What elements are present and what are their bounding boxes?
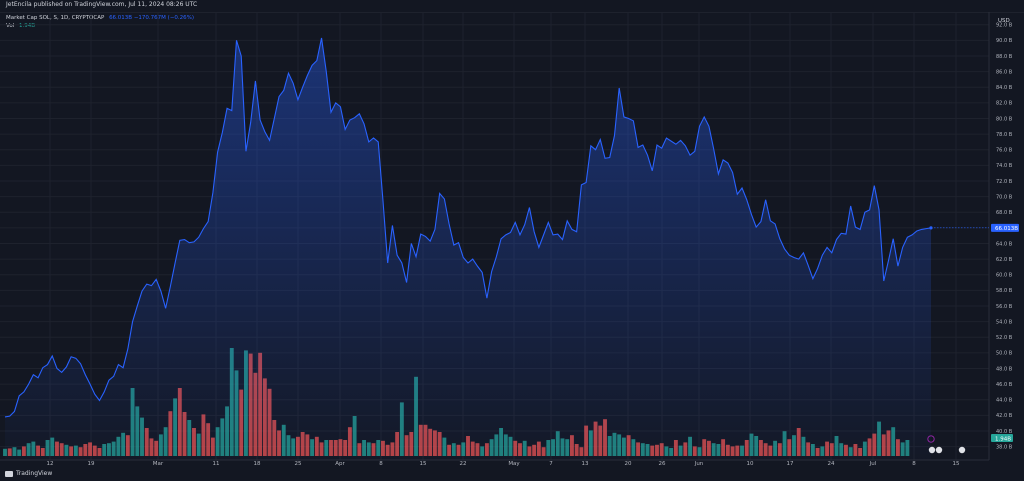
time-tick-label: 12 bbox=[47, 461, 54, 467]
time-tick-label: Apr bbox=[335, 461, 345, 467]
economic-event-icon[interactable] bbox=[928, 446, 936, 454]
price-axis[interactable]: 38.0 B 40.0 B 42.0 B 44.0 B 46.0 B 48.0 B 50.0… bbox=[996, 23, 1013, 451]
currency-label: USD bbox=[998, 18, 1010, 24]
time-tick-label: 11 bbox=[213, 461, 220, 467]
price-tick-label: 72.0 B bbox=[996, 179, 1013, 185]
price-tick-label: 68.0 B bbox=[996, 210, 1013, 216]
time-tick-label: 15 bbox=[953, 461, 960, 467]
chart-legend: Market Cap SOL, S, 1D, CRYPTOCAP 66.013B… bbox=[6, 14, 194, 30]
price-tick-label: 74.0 B bbox=[996, 163, 1013, 169]
price-tick-label: 70.0 B bbox=[996, 194, 1013, 200]
time-tick-label: 26 bbox=[659, 461, 666, 467]
legend-symbol-row[interactable]: Market Cap SOL, S, 1D, CRYPTOCAP 66.013B… bbox=[6, 14, 194, 22]
last-price-badge: 66.013B bbox=[991, 223, 1019, 232]
time-tick-label: 13 bbox=[582, 461, 589, 467]
market-cap-area bbox=[5, 38, 931, 460]
time-tick-label: 7 bbox=[549, 461, 553, 467]
last-point-marker bbox=[929, 226, 933, 230]
time-tick-label: 22 bbox=[460, 461, 467, 467]
price-tick-label: 76.0 B bbox=[996, 148, 1013, 154]
price-tick-label: 64.0 B bbox=[996, 241, 1013, 247]
price-tick-label: 84.0 B bbox=[996, 85, 1013, 91]
event-markers[interactable] bbox=[927, 435, 966, 454]
time-tick-label: 8 bbox=[379, 461, 383, 467]
time-tick-label: 10 bbox=[747, 461, 754, 467]
price-tick-label: 90.0 B bbox=[996, 38, 1013, 44]
price-tick-label: 52.0 B bbox=[996, 335, 1013, 341]
time-tick-label: Jul bbox=[869, 461, 877, 467]
time-tick-label: 8 bbox=[912, 461, 916, 467]
time-tick-label: 17 bbox=[787, 461, 794, 467]
price-tick-label: 42.0 B bbox=[996, 413, 1013, 419]
price-tick-label: 88.0 B bbox=[996, 54, 1013, 60]
price-tick-label: 50.0 B bbox=[996, 351, 1013, 357]
price-tick-label: 78.0 B bbox=[996, 132, 1013, 138]
price-tick-label: 60.0 B bbox=[996, 273, 1013, 279]
tradingview-brand: TradingView bbox=[16, 470, 53, 477]
price-tick-label: 40.0 B bbox=[996, 429, 1013, 435]
legend-volume-value: 1.94B bbox=[18, 23, 36, 29]
legend-values: 66.013B −170.767M (−0.26%) bbox=[109, 15, 195, 21]
time-tick-label: 24 bbox=[828, 461, 835, 467]
tradingview-logo-icon bbox=[5, 470, 13, 477]
price-tick-label: 46.0 B bbox=[996, 382, 1013, 388]
dividend-event-icon[interactable] bbox=[927, 435, 935, 443]
time-tick-label: 20 bbox=[625, 461, 632, 467]
economic-event-icon-2[interactable] bbox=[935, 446, 943, 454]
legend-symbol: Market Cap SOL, S, 1D, CRYPTOCAP bbox=[6, 15, 105, 21]
price-tick-label: 80.0 B bbox=[996, 116, 1013, 122]
price-tick-label: 56.0 B bbox=[996, 304, 1013, 310]
publisher-caption: JetEncila published on TradingView.com, … bbox=[6, 1, 198, 8]
time-tick-label: Jun bbox=[694, 461, 704, 467]
price-tick-label: 92.0 B bbox=[996, 23, 1013, 29]
last-volume-badge: 1.94B bbox=[991, 434, 1013, 442]
time-tick-label: 15 bbox=[420, 461, 427, 467]
economic-event-icon-3[interactable] bbox=[958, 446, 966, 454]
price-tick-label: 86.0 B bbox=[996, 69, 1013, 75]
price-tick-label: 82.0 B bbox=[996, 101, 1013, 107]
last-volume-badge-bg bbox=[991, 434, 1013, 442]
price-tick-label: 62.0 B bbox=[996, 257, 1013, 263]
tradingview-logo[interactable]: TradingView bbox=[5, 470, 52, 477]
time-tick-label: Mar bbox=[153, 461, 164, 467]
price-tick-label: 58.0 B bbox=[996, 288, 1013, 294]
last-volume-label: 1.94B bbox=[995, 436, 1011, 442]
price-tick-label: 38.0 B bbox=[996, 444, 1013, 450]
market-cap-line bbox=[4, 37, 932, 418]
time-tick-label: May bbox=[508, 461, 520, 467]
time-axis[interactable]: 12 19 Mar 11 18 25 Apr 8 15 22 May 7 13 20 26 Jun 10 17 24… bbox=[47, 461, 960, 467]
last-price-label: 66.013B bbox=[995, 226, 1018, 232]
price-tick-label: 44.0 B bbox=[996, 398, 1013, 404]
time-tick-label: 19 bbox=[88, 461, 95, 467]
time-tick-label: 18 bbox=[254, 461, 261, 467]
price-tick-label: 48.0 B bbox=[996, 366, 1013, 372]
top-bar: JetEncila published on TradingView.com, … bbox=[0, 0, 1024, 13]
time-tick-label: 25 bbox=[295, 461, 302, 467]
price-tick-label: 54.0 B bbox=[996, 319, 1013, 325]
legend-volume-row[interactable]: Vol 1.94B bbox=[6, 22, 194, 30]
legend-volume-label: Vol bbox=[6, 23, 15, 29]
last-price-badge-bg bbox=[991, 223, 1019, 232]
